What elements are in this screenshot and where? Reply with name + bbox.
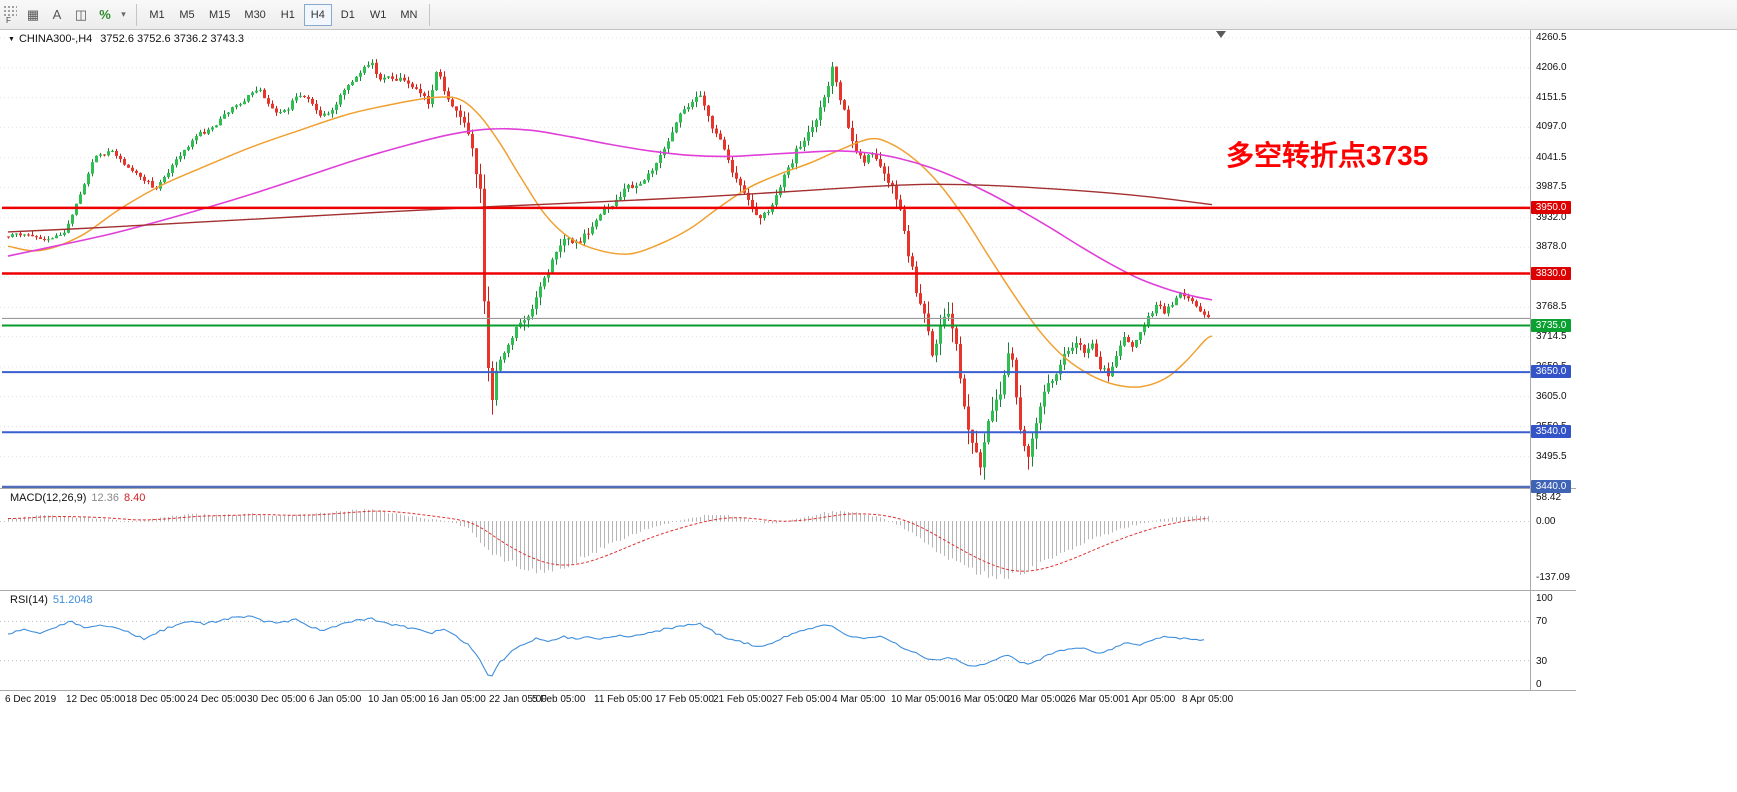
- price-tag: 3650.0: [1531, 365, 1571, 379]
- price-tag: 3735.0: [1531, 318, 1571, 332]
- price-scale-label: 3495.5: [1536, 450, 1567, 462]
- timeframe-button-group: M1 M5 M15 M30 H1 H4 D1 W1 MN: [143, 3, 423, 26]
- rsi-value: 51.2048: [52, 594, 93, 606]
- price-scale-label: 4097.0: [1536, 121, 1567, 133]
- timeframe-button-w1[interactable]: W1: [369, 8, 387, 21]
- price-tag: 3540.0: [1531, 425, 1571, 439]
- price-scale-label: 3987.5: [1536, 181, 1567, 193]
- toolbar-separator: [136, 3, 137, 26]
- macd-signal-value: 8.40: [123, 492, 146, 504]
- time-label: 10 Mar 05:00: [891, 694, 950, 705]
- time-label: 11 Feb 05:00: [594, 694, 653, 705]
- price-scale[interactable]: 4260.5 4206.0 4151.5 4097.0 4041.5 3987.5 3932…: [1530, 0, 1576, 712]
- price-scale-label: 3932.0: [1536, 211, 1567, 223]
- toolbar-icon-group: ▦ A ◫% ▾: [21, 3, 130, 27]
- macd-value: 12.36: [91, 492, 119, 504]
- time-label: 1 Apr 05:00: [1124, 694, 1176, 705]
- time-label: 30 Dec 05:00: [247, 694, 307, 705]
- time-label: 8 Apr 05:00: [1182, 694, 1234, 705]
- time-label: 21 Feb 05:00: [713, 694, 772, 705]
- ma-fast-orange: [7, 96, 1213, 388]
- rsi-title: RSI(14): [10, 594, 48, 606]
- toolbar-f-label: F: [6, 16, 11, 25]
- price-scale-label: 3768.5: [1536, 301, 1567, 313]
- chart-shift-marker-icon[interactable]: [1216, 31, 1226, 38]
- rsi-scale-label: 100: [1536, 593, 1553, 604]
- price-tag: 3830.0: [1531, 266, 1571, 280]
- rsi-scale-label: 70: [1536, 616, 1548, 628]
- chart-grid-icon[interactable]: ▦: [26, 6, 40, 22]
- candlesticks: [7, 59, 1210, 480]
- ma-slow-darkred: [7, 183, 1213, 233]
- timeframe-button-d1[interactable]: D1: [340, 8, 355, 21]
- chart-canvas[interactable]: [0, 0, 1576, 712]
- rsi-indicator-label: RSI(14) 51.2048: [10, 594, 93, 606]
- price-scale-label: 4206.0: [1536, 61, 1567, 73]
- macd-title: MACD(12,26,9): [10, 492, 87, 504]
- time-label: 16 Jan 05:00: [428, 694, 486, 705]
- timeframe-button-m1[interactable]: M1: [149, 8, 165, 21]
- macd-scale-label: 58.42: [1536, 492, 1562, 504]
- macd-scale-label: -137.09: [1536, 572, 1570, 583]
- time-label: 5 Feb 05:00: [532, 694, 586, 705]
- legend-ohlc-values: 3752.6 3752.6 3736.2 3743.3: [100, 33, 245, 45]
- annotate-text-icon[interactable]: A: [52, 7, 62, 22]
- price-scale-label: 3714.5: [1536, 330, 1567, 342]
- price-tag: 3440.0: [1531, 480, 1571, 493]
- time-label: 10 Jan 05:00: [368, 694, 426, 705]
- time-label: 24 Dec 05:00: [187, 694, 247, 705]
- price-scale-label: 3605.0: [1536, 390, 1567, 402]
- time-label: 16 Mar 05:00: [950, 694, 1009, 705]
- percent-indicator-icon[interactable]: %: [99, 7, 111, 22]
- chart-legend: ▼ CHINA300-,H4 3752.6 3752.6 3736.2 3743.3: [8, 33, 244, 45]
- price-tag: 3950.0: [1531, 200, 1571, 214]
- macd-scale-label: 0.00: [1536, 516, 1556, 527]
- time-label: 18 Dec 05:00: [126, 694, 186, 705]
- timeframe-button-m15[interactable]: M15: [209, 8, 231, 21]
- timeframe-button-mn[interactable]: MN: [400, 8, 418, 21]
- timeframe-button-m30[interactable]: M30: [244, 8, 266, 21]
- price-scale-label: 4260.5: [1536, 31, 1567, 43]
- panel-separators: [0, 30, 1576, 691]
- toolbar-separator-2: [429, 3, 431, 26]
- time-label: 6 Jan 05:00: [309, 694, 362, 705]
- time-label: 12 Dec 05:00: [66, 694, 126, 705]
- toolbar: F ▦ A ◫% ▾ M1 M5 M15 M30 H1 H4 D1 W1 MN: [0, 0, 1737, 30]
- macd-indicator-label: MACD(12,26,9) 12.36 8.40: [10, 492, 145, 504]
- price-scale-label: 3878.0: [1536, 241, 1567, 253]
- horizontal-lines[interactable]: [2, 206, 1530, 489]
- template-icon[interactable]: ◫: [74, 6, 88, 22]
- time-label: 17 Feb 05:00: [655, 694, 714, 705]
- timeframe-button-m5[interactable]: M5: [179, 8, 195, 21]
- macd-panel: [0, 509, 1530, 580]
- time-label: 26 Mar 05:00: [1065, 694, 1124, 705]
- indicator-dropdown-caret-icon[interactable]: ▾: [121, 9, 126, 19]
- chart-annotation-text: 多空转折点3735: [1226, 140, 1429, 171]
- price-scale-label: 4041.5: [1536, 151, 1567, 163]
- time-label: 4 Mar 05:00: [832, 694, 886, 705]
- time-label: 20 Mar 05:00: [1007, 694, 1066, 705]
- time-label: 22 Jan 05:00: [489, 694, 547, 705]
- rsi-scale-label: 30: [1536, 655, 1548, 667]
- timeframe-button-h4[interactable]: H4: [303, 3, 332, 26]
- time-label: 6 Dec 2019: [5, 694, 57, 705]
- timeframe-button-h1[interactable]: H1: [280, 8, 295, 21]
- legend-triangle-icon: ▼: [8, 35, 15, 43]
- price-scale-label: 4151.5: [1536, 91, 1567, 103]
- ma-mid-magenta: [7, 127, 1213, 301]
- price-gridlines: [0, 37, 1530, 458]
- rsi-scale-label: 0: [1536, 679, 1542, 690]
- time-label: 27 Feb 05:00: [772, 694, 831, 705]
- rsi-panel: [0, 615, 1530, 677]
- moving-averages: [7, 96, 1213, 388]
- time-axis[interactable]: 6 Dec 2019 12 Dec 05:00 18 Dec 05:00 24 Dec…: [0, 691, 1530, 711]
- legend-symbol: CHINA300-,H4: [18, 33, 93, 45]
- toolbar-grip-icon[interactable]: [3, 4, 17, 17]
